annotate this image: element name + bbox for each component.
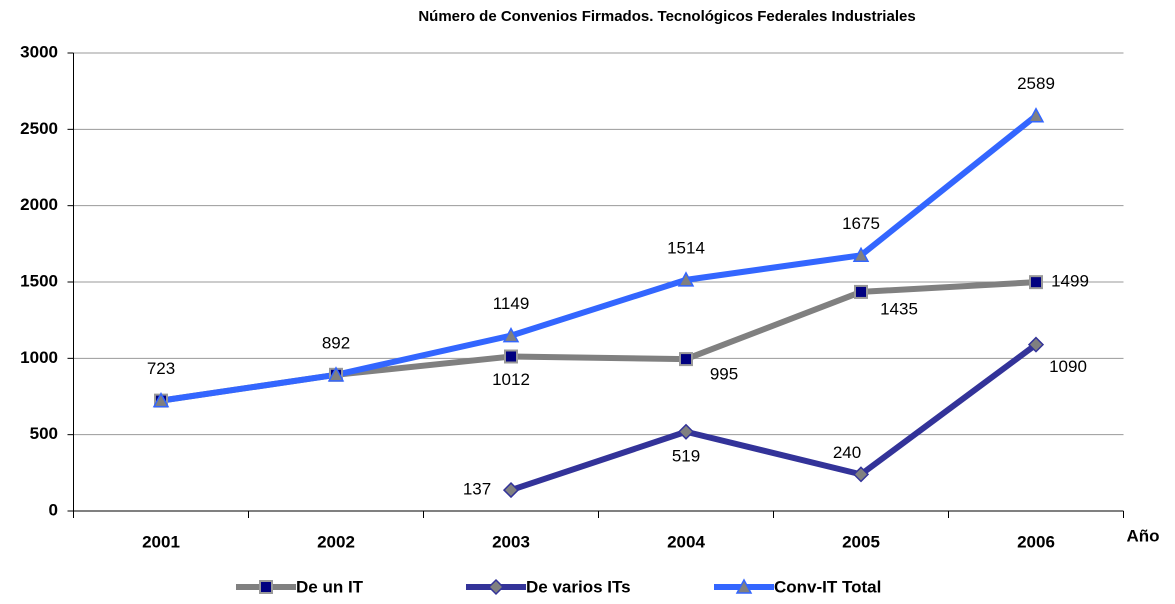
legend-label: De varios ITs — [526, 577, 631, 596]
data-label: 137 — [463, 480, 491, 499]
data-label: 1090 — [1049, 357, 1087, 376]
y-tick-label: 500 — [30, 424, 58, 443]
x-axis-label: Año — [1126, 526, 1159, 545]
y-tick-label: 2000 — [20, 195, 58, 214]
data-label: 2589 — [1017, 74, 1055, 93]
chart-title: Número de Convenios Firmados. Tecnológic… — [418, 8, 915, 25]
marker — [854, 284, 868, 299]
data-label: 1675 — [842, 214, 880, 233]
marker — [487, 578, 505, 596]
marker — [679, 352, 693, 367]
marker — [1027, 107, 1045, 123]
data-label: 892 — [322, 333, 350, 352]
x-tick-label: 2006 — [1017, 532, 1055, 551]
data-label: 1149 — [493, 294, 530, 313]
marker — [152, 392, 170, 408]
data-label: 1012 — [492, 370, 530, 389]
x-tick-label: 2003 — [492, 532, 530, 551]
x-tick-label: 2004 — [667, 532, 705, 551]
marker — [677, 423, 695, 440]
legend-label: De un IT — [296, 577, 364, 596]
y-tick-label: 3000 — [20, 42, 58, 61]
x-tick-label: 2001 — [142, 532, 180, 551]
data-label: 240 — [833, 443, 861, 462]
series-line — [160, 113, 1038, 404]
x-tick-label: 2005 — [842, 532, 880, 551]
data-label: 1514 — [667, 238, 705, 257]
data-label: 995 — [710, 365, 738, 384]
marker — [259, 580, 273, 594]
data-label: 1499 — [1051, 272, 1089, 291]
x-tick-label: 2002 — [317, 532, 355, 551]
y-tick-label: 0 — [49, 500, 58, 519]
legend-label: Conv-IT Total — [774, 577, 881, 596]
data-label: 723 — [147, 359, 175, 378]
marker — [327, 366, 345, 382]
data-label: 1435 — [880, 299, 918, 318]
marker — [502, 482, 520, 499]
marker — [735, 578, 753, 594]
y-tick-label: 1000 — [20, 348, 58, 367]
marker — [504, 349, 518, 364]
marker — [1029, 275, 1043, 290]
marker — [1027, 336, 1045, 353]
y-tick-label: 2500 — [20, 119, 58, 138]
y-tick-label: 1500 — [20, 271, 58, 290]
marker — [852, 466, 870, 483]
series-line — [510, 342, 1038, 493]
marker — [502, 327, 520, 343]
marker — [677, 271, 695, 287]
data-label: 519 — [672, 446, 700, 465]
marker — [852, 246, 870, 263]
